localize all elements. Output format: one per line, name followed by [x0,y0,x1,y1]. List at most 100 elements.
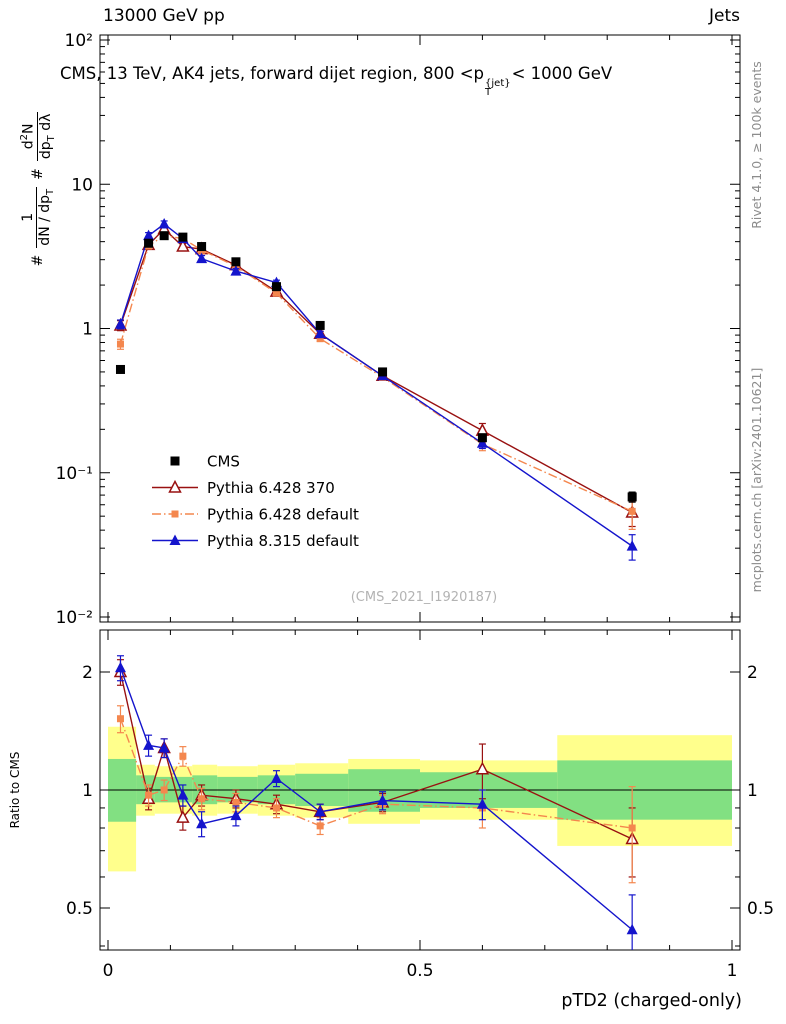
marker-square [316,822,324,830]
x-axis-title: pTD2 (charged-only) [561,991,742,1011]
marker-triangle-open [176,810,190,823]
x-tick-label: 0 [103,961,114,981]
marker-triangle [143,229,155,241]
marker-triangle [270,772,282,783]
marker-square [198,795,206,803]
header-analysis-group: Jets [709,6,740,26]
main-y-axis-label: # 1 dN / dpT # d2N dpT dλ [7,39,69,339]
marker-triangle [476,798,488,809]
marker-triangle-open [168,479,182,493]
marker-square [116,340,124,348]
ratio-y-axis-label: Ratio to CMS [8,751,22,829]
series-ratio-pythia-8-315-default [114,655,638,950]
marker-triangle [158,218,170,229]
ylabel-f2-den-sub: T [45,135,57,142]
marker-triangle [230,809,242,821]
marker-triangle [177,789,189,800]
main-y-tick-label: 10⁻² [56,608,93,628]
marker-triangle [158,741,170,753]
series-line [119,227,633,514]
x-tick-label: 1 [727,961,738,981]
marker-square [316,335,324,343]
marker-square [272,289,280,297]
marker-square [232,798,240,806]
rivet-version-label: Rivet 4.1.0, ≥ 100k events [749,61,764,229]
axis-ticks [100,35,740,950]
plot-title-sup: {jet} [485,78,511,89]
marker-square [179,752,187,760]
ylabel-fraction-1: 1 dN / dpT [19,186,57,248]
marker-square [231,257,241,267]
ratio-y-tick-label-right: 2 [747,663,758,683]
marker-square [197,242,207,252]
marker-square [628,507,636,515]
ratio-y-tick-label-left: 0.5 [66,899,93,919]
marker-square [628,824,636,832]
marker-square [159,231,169,241]
ylabel-hash-2: # [30,168,46,180]
ratio-y-tick-label-right: 1 [747,781,758,801]
marker-square [116,715,124,723]
ylabel-f2-num-sup: 2 [18,133,30,141]
marker-triangle [196,252,208,264]
main-y-tick-label: 10 [71,175,93,195]
x-tick-label: 0.5 [406,961,433,981]
ylabel-f1-den: dN / dpT [35,186,57,248]
ylabel-f2-den-post: dλ [37,113,54,136]
marker-triangle [143,739,155,750]
marker-square [271,282,281,292]
mcplots-arxiv-label: mcplots.cern.ch [arXiv:2401.10621] [749,367,764,593]
marker-triangle [476,437,488,448]
ylabel-f1-den-text: dN / dp [36,194,53,246]
marker-triangle-open [475,761,490,775]
ylabel-f2-den-pre: dp [37,141,54,160]
plot-title-subsup: {jet} T [485,78,511,98]
watermark: (CMS_2021_I1920187) [351,590,498,605]
plot-title-sub: T [485,87,492,98]
marker-square [144,238,154,248]
plot-title: CMS, 13 TeV, AK4 jets, forward dijet reg… [60,64,613,98]
ylabel-f2-num: d2N [19,121,37,151]
marker-triangle [314,327,326,339]
marker-triangle [169,534,181,545]
marker-square [315,320,325,330]
legend-label: CMS [207,453,240,471]
main-y-tick-label: 1 [82,320,93,340]
ylabel-f2-num-post: N [20,123,37,134]
legend-label: Pythia 6.428 370 [207,479,335,497]
series-main-pythia-6-428-370 [113,221,639,528]
ratio-y-tick-label-left: 2 [82,663,93,683]
header-beam-energy: 13000 GeV pp [103,6,225,26]
ylabel-hash-1: # [30,254,46,267]
main-panel-frame [99,34,741,623]
series-main-pythia-8-315-default [114,218,638,561]
marker-square [160,786,168,794]
legend-label: Pythia 8.315 default [207,532,359,550]
plot-title-pre: CMS, 13 TeV, AK4 jets, forward dijet reg… [60,64,485,83]
marker-triangle [314,805,326,817]
marker-triangle [377,794,389,806]
marker-triangle [114,661,126,673]
plot-title-post: < 1000 GeV [511,64,613,83]
ratio-y-tick-label-right: 0.5 [747,899,774,919]
marker-square [272,804,280,812]
marker-triangle [626,540,638,551]
marker-triangle [230,265,242,276]
marker-triangle [114,318,126,329]
marker-square [115,364,125,374]
legend [152,456,198,545]
ylabel-f1-num: 1 [19,212,36,222]
ylabel-f1-den-sub: T [44,188,56,195]
ylabel-f2-num-pre: d [20,140,37,150]
marker-square [178,232,188,242]
marker-triangle-open [176,238,190,252]
marker-square [145,791,153,799]
marker-square [477,433,487,443]
marker-triangle [196,817,208,829]
ylabel-fraction-2: d2N dpT dλ [19,111,58,162]
marker-triangle [626,923,638,935]
marker-square [378,367,388,377]
marker-square [170,456,180,466]
